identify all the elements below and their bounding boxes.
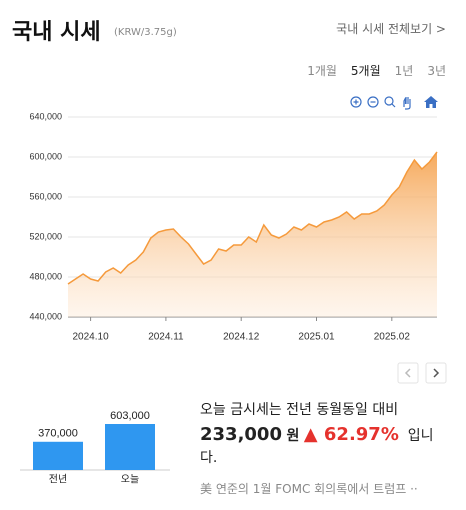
currency: 원 [286, 428, 300, 444]
range-tab[interactable]: 5개월 [350, 64, 381, 78]
y-tick-label: 480,000 [29, 271, 62, 281]
y-tick-label: 640,000 [29, 111, 62, 121]
tabs: 1개월 5개월 1년 3년 [307, 62, 446, 79]
zoom-in[interactable] [350, 96, 362, 108]
unit: (KRW/3.75g) [114, 27, 177, 38]
next-button[interactable] [425, 362, 447, 384]
x-tick-label: 2025.02 [374, 332, 411, 343]
pan[interactable] [403, 97, 411, 110]
zoom-out[interactable] [367, 96, 379, 108]
reset[interactable] [424, 96, 438, 108]
x-tick-label: 2024.12 [223, 332, 260, 343]
range-tab[interactable]: 3년 [427, 64, 446, 78]
x-tick-label: 2025.01 [298, 332, 335, 343]
y-tick-label: 440,000 [29, 311, 62, 321]
y-tick-label: 560,000 [29, 191, 62, 201]
range-tab[interactable]: 1년 [394, 64, 414, 78]
x-tick-label: 2024.11 [148, 332, 184, 343]
zoom-select[interactable] [384, 96, 394, 106]
y-tick-label: 520,000 [29, 231, 62, 241]
price-chart: 440,000 480,000 520,000 560,000 600,000 640,0… [29, 111, 438, 343]
y-tick-label: 600,000 [29, 151, 62, 161]
all-link[interactable]: 국내 시세 전체보기 > [336, 22, 446, 36]
title: 국내 시세 [12, 20, 101, 45]
category-label: 오늘 [121, 474, 139, 486]
x-tick-label: 2024.10 [73, 332, 110, 343]
compare-chart: 370,000 전년 603,000 오늘 [20, 410, 170, 486]
pager [397, 362, 447, 384]
bar [33, 441, 83, 470]
summary: 233,000 원 ▲ 62.97% 입니다. [200, 424, 440, 469]
news[interactable]: 美 연준의 1월 FOMC 회의록에서 트럼프 ·· [200, 482, 418, 496]
bar [105, 424, 155, 470]
category-label: 전년 [49, 474, 67, 486]
summary-lead: 오늘 금시세는 전년 동월동일 대비 [200, 402, 399, 418]
line [67, 151, 438, 285]
prev-button[interactable] [397, 362, 419, 384]
range-tab[interactable]: 1개월 [307, 64, 337, 78]
toolbar [350, 96, 438, 110]
area [68, 152, 437, 317]
value-label: 370,000 [38, 428, 78, 440]
tail: 입니다. [200, 428, 434, 466]
rate: ▲ 62.97% [303, 424, 399, 445]
diff: 233,000 [200, 424, 282, 445]
value-label: 603,000 [110, 410, 150, 422]
